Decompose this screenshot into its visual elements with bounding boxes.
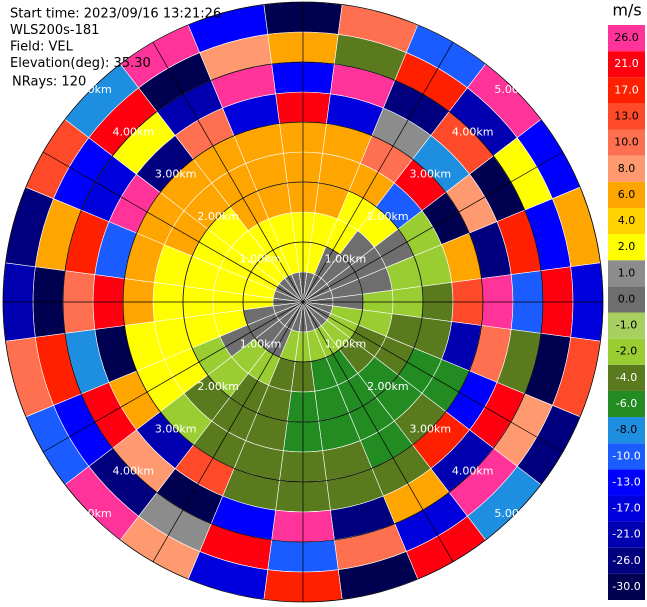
colorbar-band [608, 155, 645, 182]
colorbar-tick-label: -13.0 [612, 475, 640, 488]
range-ring-label: 3.00km [409, 168, 451, 181]
range-ring-label: 1.00km [325, 253, 367, 266]
range-ring-label: 3.00km [155, 422, 197, 435]
info-line: NRays: 120 [12, 75, 86, 90]
overlay: 1.00km 1.00km 1.00km 1.00km 2.00km 2.00km 2.00… [2, 1, 604, 603]
info-line: Start time: 2023/09/16 13:21:26 [10, 7, 221, 22]
colorbar-tick-label: -8.0 [616, 423, 637, 436]
colorbar-band [608, 417, 645, 444]
info-block: Start time: 2023/09/16 13:21:26WLS200s-1… [10, 7, 221, 90]
colorbar-tick-label: -2.0 [616, 345, 637, 358]
range-ring [182, 181, 424, 423]
range-ring-label: 2.00km [367, 210, 409, 223]
info-line: WLS200s-181 [10, 23, 99, 38]
colorbar-band [608, 443, 645, 470]
info-line: Field: VEL [10, 40, 74, 55]
spoke [152, 301, 304, 562]
range-ring [2, 1, 604, 603]
colorbar-band [608, 390, 645, 418]
colorbar-band [608, 129, 645, 156]
colorbar-tick-label: 0.0 [618, 292, 636, 305]
colorbar-tick-label: -4.0 [616, 371, 637, 384]
colorbar-band [608, 207, 645, 235]
range-ring [122, 121, 484, 483]
colorbar-tick-label: -21.0 [612, 528, 640, 541]
range-ring-label: 4.00km [113, 125, 155, 138]
colorbar-band [608, 521, 645, 548]
colorbar-band [608, 77, 645, 104]
spoke [302, 151, 563, 303]
colorbar-unit: m/s [612, 1, 641, 20]
range-ring-label: 1.00km [240, 253, 282, 266]
range-ring-label: 4.00km [452, 465, 494, 478]
colorbar-tick-label: 1.0 [618, 266, 636, 279]
range-ring [62, 61, 544, 543]
colorbar-band [608, 234, 645, 261]
colorbar-tick-label: -30.0 [612, 580, 640, 593]
colorbar: m/s -30.0 -26.0 -21.0 -17.0 -13.0 -10.0 -8.0 -6… [608, 1, 645, 600]
range-ring-label: 1.00km [240, 337, 282, 350]
colorbar-band [608, 338, 645, 365]
spoke [43, 151, 304, 303]
spoke [302, 301, 454, 562]
colorbar-tick-label: 13.0 [614, 109, 639, 122]
colorbar-tick-label: 6.0 [618, 188, 636, 201]
range-ring-label: 5.00km [494, 83, 536, 96]
colorbar-band [608, 286, 645, 313]
colorbar-tick-label: 8.0 [618, 162, 636, 175]
range-ring-label: 5.00km [70, 83, 112, 96]
colorbar-band [608, 312, 645, 339]
range-ring-label: 4.00km [113, 465, 155, 478]
colorbar-tick-label: -17.0 [612, 502, 640, 515]
colorbar-band [608, 547, 645, 574]
range-ring [242, 241, 364, 363]
colorbar-band [608, 573, 645, 600]
range-ring-label: 4.00km [452, 125, 494, 138]
range-ring-label: 2.00km [367, 380, 409, 393]
colorbar-band [608, 103, 645, 130]
colorbar-band [608, 51, 645, 78]
colorbar-band [608, 469, 645, 496]
colorbar-tick-label: 4.0 [618, 214, 636, 227]
range-ring-label: 3.00km [155, 168, 197, 181]
range-ring-label: 5.00km [494, 507, 536, 520]
info-line: Elevation(deg): 35.30 [10, 56, 151, 71]
spoke [43, 301, 304, 453]
colorbar-tick-label: 17.0 [614, 83, 639, 96]
colorbar-band [608, 364, 645, 391]
radar-field [2, 1, 604, 603]
colorbar-tick-label: 21.0 [614, 57, 639, 70]
colorbar-band [608, 495, 645, 522]
colorbar-tick-label: 2.0 [618, 240, 636, 253]
range-ring-label: 2.00km [197, 380, 239, 393]
colorbar-tick-label: -26.0 [612, 554, 640, 567]
colorbar-band [608, 25, 645, 52]
colorbar-tick-label: -6.0 [616, 397, 637, 410]
colorbar-tick-label: 26.0 [614, 31, 639, 44]
spoke [152, 42, 304, 303]
spoke [302, 42, 454, 303]
spoke [302, 301, 563, 453]
colorbar-band [608, 260, 645, 287]
colorbar-tick-label: -1.0 [616, 319, 637, 332]
colorbar-band [608, 181, 645, 208]
colorbar-tick-label: 10.0 [614, 136, 639, 149]
range-ring-label: 3.00km [409, 422, 451, 435]
range-ring-label: 1.00km [325, 337, 367, 350]
range-ring-label: 2.00km [197, 210, 239, 223]
range-ring-label: 5.00km [70, 507, 112, 520]
colorbar-tick-label: -10.0 [612, 449, 640, 462]
